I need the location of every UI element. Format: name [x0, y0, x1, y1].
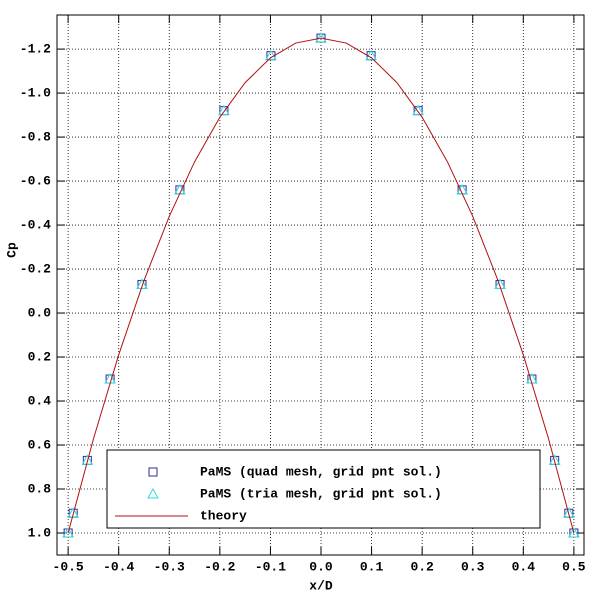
triangle-marker: [365, 49, 377, 61]
y-tick-label: 0.4: [28, 393, 52, 408]
triangle-marker: [315, 32, 327, 43]
x-tick-label: -0.5: [53, 559, 84, 574]
square-marker: [148, 467, 158, 477]
triangle-marker: [62, 526, 74, 538]
y-axis-label: Cp: [4, 242, 19, 258]
legend-box: [106, 449, 541, 529]
x-tick-label: -0.1: [255, 559, 286, 574]
triangle-marker: [412, 104, 424, 116]
x-tick-label: 0.5: [562, 559, 586, 574]
triangle-marker: [218, 104, 230, 116]
triangle-marker: [81, 454, 94, 465]
x-axis-label: x/D: [309, 578, 333, 593]
x-tick-label: 0.2: [410, 559, 434, 574]
y-tick-label: -1.0: [20, 86, 51, 101]
y-tick-label: -0.8: [20, 130, 51, 145]
theory-line: [67, 37, 575, 534]
x-tick-label: 0.0: [309, 559, 333, 574]
legend-label: theory: [200, 508, 247, 523]
plot-frame: [56, 14, 585, 556]
triangle-marker: [147, 487, 159, 499]
x-tick-label: 0.4: [512, 559, 536, 574]
triangle-marker: [562, 507, 575, 518]
y-tick-label: 0.8: [28, 481, 52, 496]
x-tick-label: 0.1: [360, 559, 384, 574]
y-tick-label: 0.0: [28, 305, 52, 320]
y-tick-label: -0.6: [20, 174, 51, 189]
x-tick-label: -0.4: [103, 559, 134, 574]
x-tick-label: 0.3: [461, 559, 485, 574]
x-tick-label: -0.2: [204, 559, 235, 574]
y-tick-label: -0.2: [20, 261, 51, 276]
y-tick-label: 0.6: [28, 437, 52, 452]
y-tick-label: -0.4: [20, 217, 51, 232]
triangle-marker: [568, 526, 580, 538]
y-tick-label: -1.2: [20, 42, 51, 57]
triangle-marker: [136, 278, 148, 289]
legend-label: PaMS (quad mesh, grid pnt sol.): [200, 464, 442, 479]
triangle-marker: [548, 454, 561, 465]
triangle-marker: [265, 49, 277, 61]
legend-label: PaMS (tria mesh, grid pnt sol.): [200, 486, 442, 501]
x-tick-label: -0.3: [154, 559, 185, 574]
y-tick-label: 1.0: [28, 525, 52, 540]
y-tick-label: 0.2: [28, 349, 52, 364]
triangle-marker: [494, 278, 506, 289]
triangle-marker: [67, 507, 80, 518]
